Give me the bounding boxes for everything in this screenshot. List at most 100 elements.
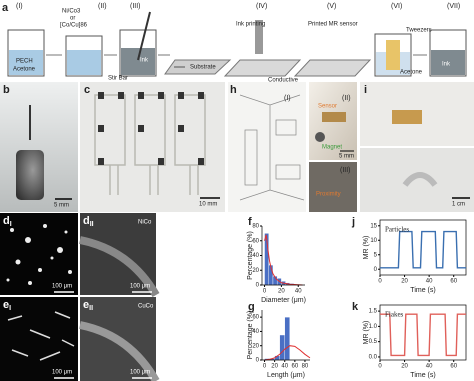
label: Magnet (322, 145, 342, 151)
y-axis-label: Percentage (%) (247, 231, 254, 280)
magnet (315, 132, 325, 142)
scale-bars (54, 291, 152, 379)
panel-h: h (I) (II) (III) Sensor Magnet 5 mm Prox… (228, 82, 357, 212)
y-tick-label: 0 (256, 283, 260, 289)
plot-frame (379, 219, 467, 276)
x-axis-label: Time (s) (410, 287, 435, 294)
sensor (386, 40, 400, 70)
plot-frame (379, 304, 467, 361)
label: Acetone (400, 70, 423, 76)
panel-label: h (230, 84, 237, 96)
step-label: (I) (16, 3, 23, 10)
panel-label: g (248, 301, 255, 313)
scale: 5 mm (54, 203, 69, 209)
flakes (7, 311, 75, 361)
step-label: (IV) (256, 3, 267, 10)
annotation: Flakes (385, 311, 404, 319)
sensor (392, 110, 422, 124)
photo (360, 148, 474, 212)
y-tick-label: 0.0 (369, 355, 378, 361)
y-tick-label: 80 (252, 224, 259, 230)
x-tick-label: 0 (263, 364, 267, 370)
sensor (322, 112, 346, 122)
scale: 10 mm (199, 202, 217, 208)
micrograph (0, 297, 78, 381)
material: NiCo (138, 220, 152, 226)
beaker (374, 33, 412, 77)
panel-label: b (3, 84, 10, 96)
x-tick-label: 20 (278, 289, 285, 295)
liquid (9, 50, 43, 75)
axes (261, 226, 305, 286)
step-label: (II) (98, 3, 107, 10)
y-tick-label: 5 (374, 252, 378, 258)
beaker (7, 29, 45, 77)
x-tick-label: 0 (378, 364, 382, 370)
y-tick-label: 20 (252, 268, 259, 274)
label: Stir Bar (108, 76, 128, 82)
y-tick-label: 10 (370, 238, 377, 244)
scale: 1 cm (452, 202, 465, 208)
y-tick-label: 0.5 (369, 339, 378, 345)
x-axis-label: Diameter (μm) (261, 297, 306, 304)
x-tick-label: 80 (302, 364, 309, 370)
fit-curve (264, 234, 303, 286)
step-label: (III) (130, 3, 141, 10)
scale: 100 μm (130, 284, 150, 290)
scale: 100 μm (130, 370, 150, 376)
beaker (65, 35, 103, 77)
liquid (67, 50, 101, 75)
label: Ink printing (236, 22, 265, 28)
circuit (94, 94, 206, 195)
sketch (228, 82, 306, 212)
material: CuCo (138, 304, 154, 310)
substrate (223, 59, 302, 77)
bar (284, 316, 290, 361)
panel-c: c 10 mm (80, 82, 225, 212)
panel-label: eII (83, 299, 93, 312)
ink (121, 48, 155, 75)
panel-b: b 5 mm (0, 82, 78, 212)
panel-a: a (I) (II) (III) (IV) (V) (VI) (VII) Ni/… (2, 2, 467, 91)
stir-rod (137, 11, 151, 61)
room (239, 94, 305, 201)
y-axis-label: MR (%) (363, 321, 370, 345)
x-axis-label: Length (μm) (267, 372, 305, 379)
x-tick-label: 0 (263, 289, 267, 295)
beaker (119, 29, 157, 77)
x-tick-label: 20 (401, 279, 408, 285)
y-tick-label: 20 (252, 343, 259, 349)
panel-label: dI (3, 215, 12, 228)
x-tick-label: 40 (426, 279, 433, 285)
y-tick-label: 60 (252, 315, 259, 321)
y-axis-label: Percentage (%) (247, 311, 254, 360)
nozzle (255, 20, 263, 54)
panel-label: c (84, 84, 90, 96)
label: Acetone (13, 67, 36, 73)
vial (16, 150, 44, 200)
y-tick-label: 0 (374, 267, 378, 273)
x-tick-label: 0 (378, 279, 382, 285)
x-tick-label: 60 (450, 279, 457, 285)
x-tick-label: 20 (271, 364, 278, 370)
part-label: (I) (284, 95, 291, 102)
x-tick-label: 40 (426, 364, 433, 370)
y-tick-label: 60 (252, 238, 259, 244)
panel-label: f (248, 216, 252, 228)
step-label: (V) (327, 3, 336, 10)
y-tick-label: 15 (370, 223, 377, 229)
label: Printed MR sensor (308, 22, 358, 28)
panel-label: j (351, 216, 355, 228)
line (380, 230, 466, 269)
part-label: (II) (342, 95, 351, 102)
x-axis-label: Time (s) (410, 372, 435, 379)
photo (80, 82, 225, 212)
scale: 100 μm (52, 284, 72, 290)
pads (98, 92, 204, 165)
substrate (164, 59, 232, 75)
label: Ink (442, 62, 451, 68)
photo (309, 162, 357, 212)
step-label: (VII) (447, 3, 460, 10)
axes (261, 310, 310, 361)
